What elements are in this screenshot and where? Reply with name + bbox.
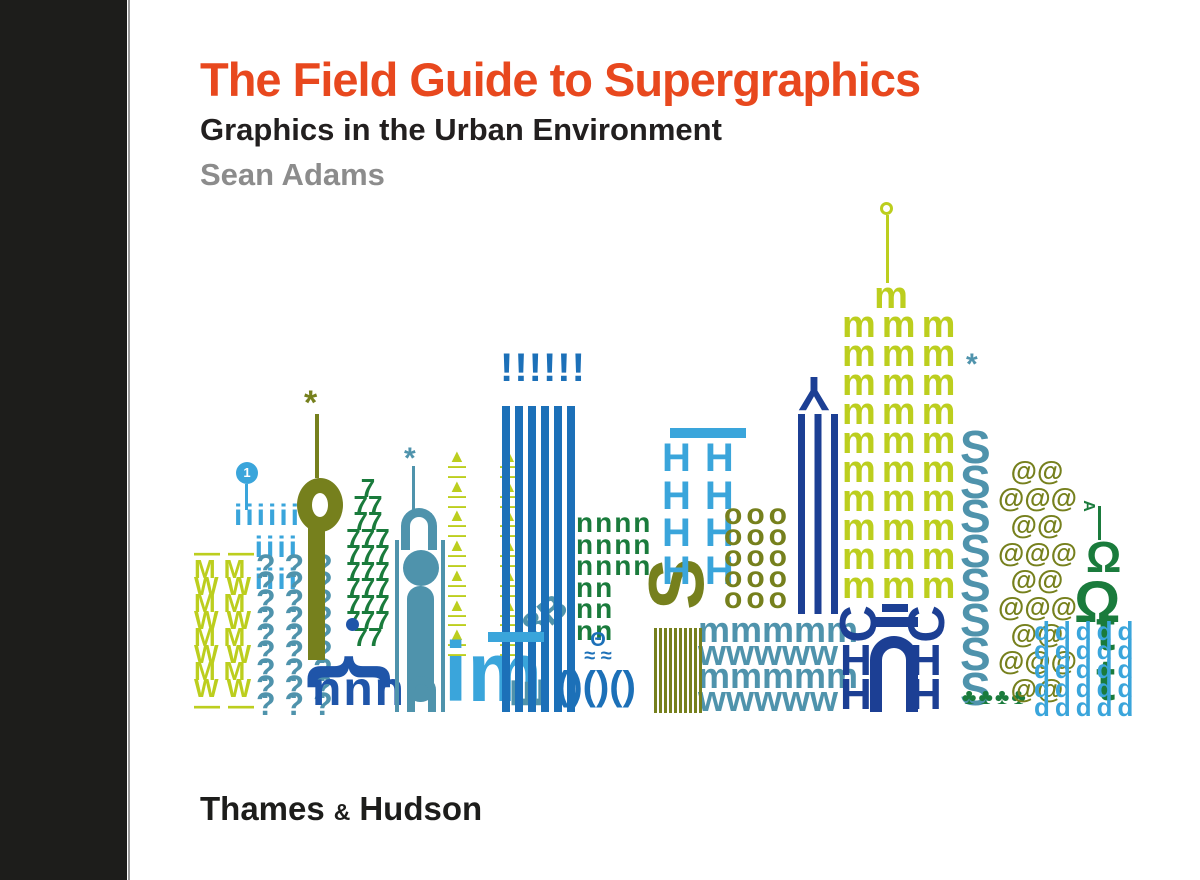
nnn-arches: nnn: [312, 663, 406, 716]
book-title: The Field Guide to Supergraphics: [200, 53, 921, 106]
needle-rail-left: [395, 540, 399, 712]
m-tower-antenna-ring: [880, 202, 893, 215]
s-column-star: *: [966, 348, 978, 381]
spine-divider-line: [128, 0, 130, 880]
arch-col-left: H H: [840, 636, 872, 719]
arch-gateway: [870, 636, 918, 712]
fountain-figure: Θ ≈ ≈: [584, 629, 612, 667]
s-fence-bars: [654, 628, 702, 713]
y-tower-top: Y: [798, 366, 831, 419]
route-badge: 1: [236, 462, 258, 484]
omega-large: Ω: [1074, 570, 1121, 635]
nn-building: nnnn nnnn nnnn nn nn nn: [576, 507, 653, 646]
hh-building: HH HH HH HH: [662, 436, 748, 593]
bang-stems: [502, 406, 578, 712]
m-tower: m mmm mmm mmm mmm mmm mmm mmm mmm mmm mm…: [842, 275, 962, 607]
needle-star: *: [404, 442, 416, 475]
flag-a: A: [1079, 500, 1097, 512]
mw-tower: —— MM WW MM WW MM WW MM WW ——: [194, 537, 262, 720]
bang-tops: !!!!!!: [500, 346, 586, 390]
o-tower-ring: [297, 478, 343, 532]
y-tower-stems: [798, 414, 838, 614]
needle-rail-right: [441, 540, 445, 712]
s-column: S S S S S S S S: [960, 421, 991, 715]
ooo-building: ooo ooo ooo ooo ooo: [724, 498, 791, 615]
i-tower-rows: iiiiii iiii iiii: [234, 499, 303, 596]
needle-observation-circle: [403, 550, 439, 586]
o-tower-antenna: [315, 414, 319, 478]
chevron-towers: ▲▲ —— —— ▲▲ —— —— ▲▲ —— —— ▲▲ —— —— ▲▲ —…: [448, 446, 552, 665]
im-overbar: [488, 632, 544, 642]
spine-black-bar: [0, 0, 127, 880]
mw-chain: mmmmm wwwww mmmmm wwwww: [698, 609, 859, 719]
book-subtitle: Graphics in the Urban Environment: [200, 112, 722, 147]
author-name: Sean Adams: [200, 157, 385, 192]
flag-pole: [1098, 506, 1101, 540]
publisher-word-2: Hudson: [359, 790, 483, 827]
o-tower-stem: [308, 528, 325, 660]
at-tower: @@ @@@ @@ @@@ @@ @@@ @@ @@@ @@: [998, 456, 1077, 704]
o-tower-star: *: [304, 384, 318, 422]
arch-small-bar: [882, 604, 908, 612]
needle-base-arch: [407, 676, 436, 712]
publisher-logo: Thames & Hudson: [200, 790, 482, 828]
figure-head-dot: [346, 618, 359, 631]
omega-small: Ω: [1086, 533, 1122, 582]
needle-top-arch: [401, 508, 437, 550]
d-grid: ddddd ddddd ddddd ddddd ddddd: [1034, 616, 1139, 722]
route-badge-stem: [245, 484, 248, 510]
publisher-ampersand: &: [333, 799, 351, 825]
arch-wide-bar: [872, 617, 918, 627]
hh-roof-bar: [670, 428, 746, 438]
needle-antenna: [412, 466, 415, 510]
m-tower-antenna-line: [886, 215, 889, 283]
t-column: t t: [1096, 598, 1116, 713]
seven-tree: 7 77 77 777 777 777 777 777 777 77: [346, 473, 390, 652]
clubs-row: ♣♣♣♣: [962, 684, 1028, 709]
publisher-word-1: Thames: [200, 790, 325, 827]
